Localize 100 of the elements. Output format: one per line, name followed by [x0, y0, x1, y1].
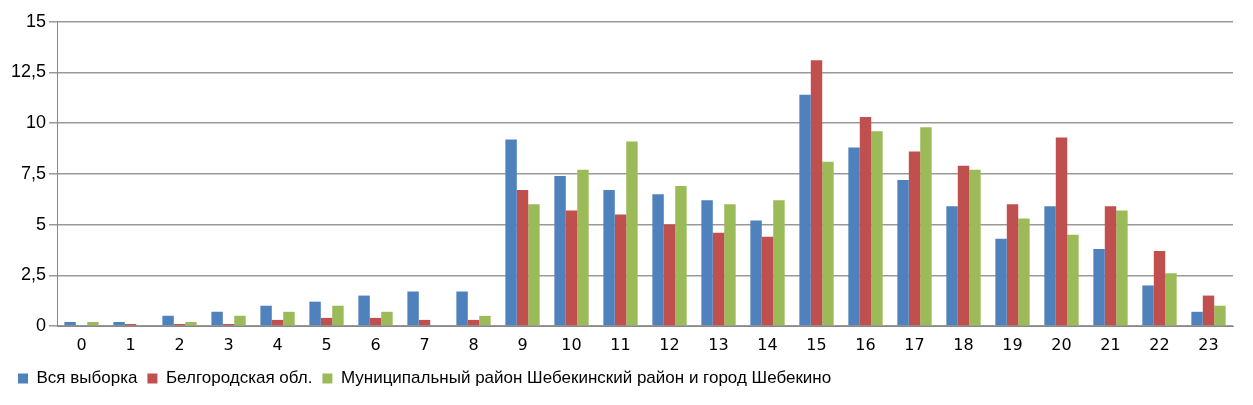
x-tick-label: 4	[272, 335, 283, 355]
bar	[663, 224, 676, 326]
bar	[1116, 210, 1128, 326]
bar	[1044, 206, 1056, 326]
bar	[577, 169, 589, 326]
bar	[822, 161, 834, 326]
legend-label: Белгородская обл.	[165, 368, 313, 388]
y-tick-label: 15	[26, 10, 47, 31]
bar	[675, 186, 687, 326]
y-tick-label: 12,5	[10, 61, 47, 82]
bar	[234, 315, 246, 326]
bar	[320, 317, 333, 326]
bar	[946, 206, 958, 326]
x-tick-label: 23	[1198, 335, 1219, 355]
bar	[995, 238, 1007, 326]
y-tick-label: 2,5	[21, 264, 47, 285]
bar	[418, 319, 431, 326]
legend-label: Вся выборка	[36, 368, 138, 388]
bar	[309, 301, 321, 326]
y-tick-label: 5	[36, 213, 47, 234]
bar	[528, 204, 540, 326]
bar	[1006, 204, 1019, 326]
bar	[185, 321, 197, 326]
bar	[64, 321, 76, 326]
bar	[271, 319, 284, 326]
bar	[773, 200, 785, 326]
bar	[260, 305, 272, 326]
bar	[724, 204, 736, 326]
bar	[701, 200, 713, 326]
x-tick-label: 15	[806, 335, 827, 355]
x-tick-label: 6	[370, 335, 381, 355]
bar	[369, 317, 382, 326]
bar	[750, 220, 762, 326]
x-tick-label: 3	[223, 335, 234, 355]
legend-label: Муниципальный район Шебекинский район и город Шебекино	[340, 368, 832, 388]
bar	[332, 305, 344, 326]
bar	[516, 190, 529, 326]
bar	[799, 94, 811, 326]
bar	[1018, 218, 1030, 326]
bar	[1165, 273, 1177, 326]
x-tick-label: 13	[708, 335, 729, 355]
bar	[1214, 305, 1226, 326]
y-tick-label: 10	[26, 112, 47, 133]
x-tick-label: 1	[125, 335, 136, 355]
x-tick-label: 19	[1002, 335, 1023, 355]
bar	[1055, 137, 1068, 326]
y-tick-label: 0	[36, 314, 47, 335]
bar	[505, 139, 517, 326]
x-tick-label: 12	[659, 335, 680, 355]
bar	[1142, 285, 1154, 326]
x-tick-label: 0	[76, 335, 87, 355]
bar	[1153, 250, 1166, 326]
bar	[871, 131, 883, 326]
bar	[712, 232, 725, 326]
x-tick-label: 5	[321, 335, 332, 355]
bar	[1067, 234, 1079, 326]
bar	[1104, 206, 1117, 326]
bar	[1191, 311, 1203, 326]
x-tick-label: 8	[468, 335, 479, 355]
bar	[381, 311, 393, 326]
x-tick-label: 21	[1100, 335, 1121, 355]
bar	[969, 169, 981, 326]
x-tick-label: 2	[174, 335, 185, 355]
bar	[761, 236, 774, 326]
x-tick-label: 9	[517, 335, 528, 355]
bar	[1093, 248, 1105, 326]
y-tick-label: 7,5	[21, 162, 47, 183]
bar	[456, 291, 468, 326]
bar	[467, 319, 480, 326]
bar	[614, 214, 627, 326]
bar	[810, 60, 823, 326]
bar	[957, 165, 970, 326]
x-tick-label: 18	[953, 335, 974, 355]
x-tick-label: 20	[1051, 335, 1072, 355]
bar	[358, 295, 370, 326]
bar	[603, 190, 615, 326]
bar	[113, 321, 125, 326]
bar	[908, 151, 921, 326]
bar	[554, 175, 566, 326]
bar	[283, 311, 295, 326]
bar	[897, 179, 909, 326]
bar	[626, 141, 638, 326]
x-tick-label: 10	[561, 335, 582, 355]
x-tick-label: 14	[757, 335, 778, 355]
bar	[859, 117, 872, 326]
bar	[1202, 295, 1215, 326]
bar	[211, 311, 223, 326]
x-tick-label: 11	[610, 335, 631, 355]
bar	[920, 127, 932, 326]
x-tick-label: 22	[1149, 335, 1170, 355]
bar	[479, 315, 491, 326]
bar	[162, 315, 174, 326]
bar	[652, 194, 664, 326]
bar	[848, 147, 860, 326]
bar	[87, 321, 99, 326]
x-tick-label: 16	[855, 335, 876, 355]
x-tick-label: 17	[904, 335, 925, 355]
bar	[407, 291, 419, 326]
x-tick-label: 7	[419, 335, 430, 355]
bar	[565, 210, 578, 326]
